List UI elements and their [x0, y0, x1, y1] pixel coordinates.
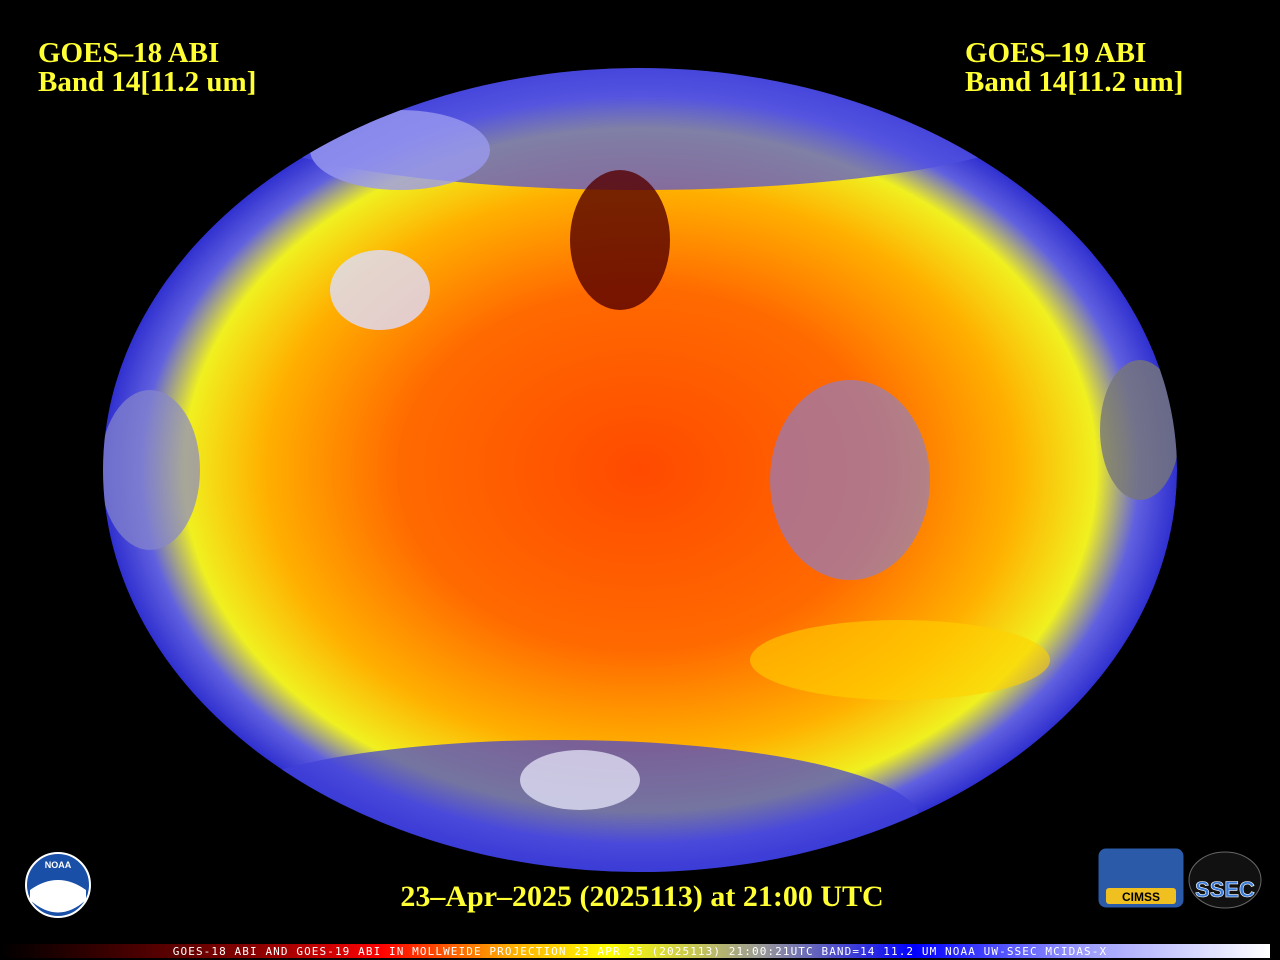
timestamp: 23–Apr–2025 (2025113) at 21:00 UTC: [400, 880, 883, 913]
cloud: [770, 380, 930, 580]
right-band: Band 14[11.2 um]: [965, 66, 1183, 98]
ssec-logo: SSEC: [1188, 851, 1262, 909]
colorbar: [0, 944, 1270, 958]
logo-band: [1106, 888, 1176, 904]
cloud: [310, 110, 490, 190]
cloud: [103, 390, 200, 550]
noaa-logo: NOAA: [25, 852, 91, 918]
ssec-text: SSEC: [1195, 877, 1255, 902]
right-satellite: GOES–19 ABI: [965, 37, 1146, 69]
left-band: Band 14[11.2 um]: [38, 66, 256, 98]
noaa-text: NOAA: [45, 860, 72, 870]
logo-circle: [1188, 851, 1262, 909]
warm-land: [570, 170, 670, 310]
cloud: [1100, 360, 1177, 500]
cimss-logo: CIMSS: [1097, 847, 1185, 909]
cloud: [330, 250, 430, 330]
logo-wave: [30, 880, 86, 913]
cimss-text: CIMSS: [1122, 890, 1160, 904]
cloud: [520, 750, 640, 810]
cloud: [750, 620, 1050, 700]
colorbar-caption: GOES-18 ABI AND GOES-19 ABI IN MOLLWEIDE…: [173, 945, 1107, 958]
left-satellite: GOES–18 ABI: [38, 37, 219, 69]
